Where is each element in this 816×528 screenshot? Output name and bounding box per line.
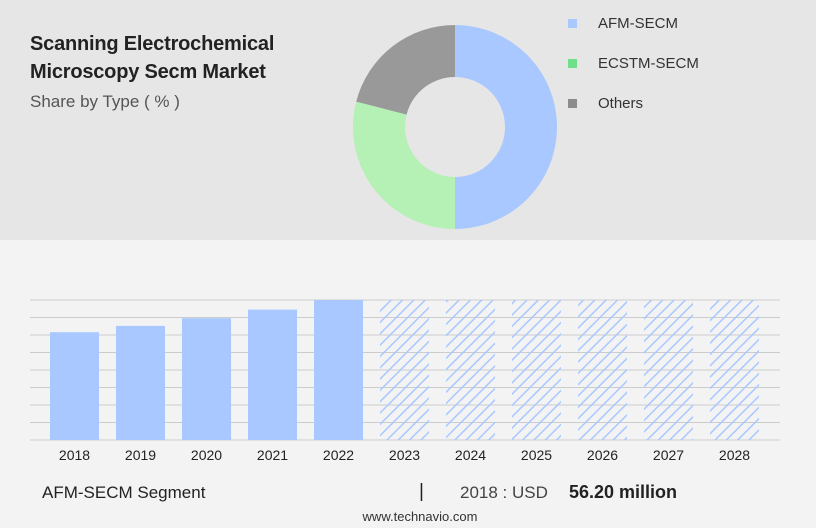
bar-2022 bbox=[314, 300, 363, 440]
legend-item-ecstm-secm: ECSTM-SECM bbox=[568, 52, 788, 74]
bar-forecast-2027 bbox=[644, 300, 693, 440]
bar-chart: 2018 2019 2020 2021 2022 2023 2024 2025 2026 2027… bbox=[30, 299, 780, 463]
footer-url-text: www.technavio.com bbox=[362, 509, 478, 524]
bar-forecast-2025 bbox=[512, 300, 561, 440]
x-tick-label-2025: 2025 bbox=[521, 447, 552, 463]
legend-item-afm-secm: AFM-SECM bbox=[568, 12, 788, 34]
donut-slice-others bbox=[356, 25, 455, 115]
footer-segment-label: AFM-SECM Segment bbox=[42, 483, 206, 502]
bar-2019 bbox=[116, 325, 165, 440]
x-tick-label-2019: 2019 bbox=[125, 447, 156, 463]
legend-item-others: Others bbox=[568, 92, 788, 114]
bar-forecast-2024 bbox=[446, 300, 495, 440]
x-tick-label-2018: 2018 bbox=[59, 447, 90, 463]
x-tick-label-2022: 2022 bbox=[323, 447, 354, 463]
x-tick-label-2024: 2024 bbox=[455, 447, 486, 463]
bar-forecast-2026 bbox=[578, 300, 627, 440]
legend-label-ecstm-secm: ECSTM-SECM bbox=[598, 54, 699, 72]
footer-value: 56.20 million bbox=[569, 482, 678, 502]
chart-subtitle: Share by Type ( % ) bbox=[30, 92, 180, 111]
x-tick-label-2020: 2020 bbox=[191, 447, 222, 463]
x-tick-label-2021: 2021 bbox=[257, 447, 288, 463]
bar-2018 bbox=[50, 332, 99, 440]
legend-swatch-afm-secm bbox=[568, 18, 577, 28]
legend-label-others: Others bbox=[598, 94, 644, 112]
legend-label-afm-secm: AFM-SECM bbox=[598, 14, 678, 32]
x-tick-label-2026: 2026 bbox=[587, 447, 618, 463]
bar-forecast-2023 bbox=[380, 300, 429, 440]
x-tick-label-2027: 2027 bbox=[653, 447, 684, 463]
chart-title: Scanning Electrochemical Microscopy Secm… bbox=[30, 33, 275, 83]
donut-chart bbox=[353, 25, 557, 229]
donut-slice-ecstm-secm bbox=[353, 101, 455, 229]
x-tick-label-2023: 2023 bbox=[389, 447, 420, 463]
bar-forecast-2028 bbox=[710, 300, 759, 440]
x-tick-label-2028: 2028 bbox=[719, 447, 750, 463]
bar-2021 bbox=[248, 309, 297, 440]
footer-year-label: 2018 : USD bbox=[460, 483, 548, 502]
donut-slice-afm-secm bbox=[455, 25, 557, 229]
bar-2020 bbox=[182, 318, 231, 440]
footer-url: www.technavio.com bbox=[0, 509, 816, 524]
footer-separator: | bbox=[419, 481, 424, 502]
legend-swatch-others bbox=[568, 98, 577, 108]
legend-swatch-ecstm-secm bbox=[568, 58, 577, 68]
